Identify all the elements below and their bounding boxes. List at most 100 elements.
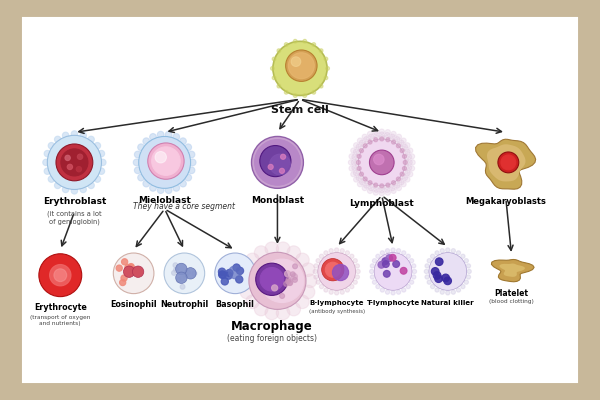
Ellipse shape <box>384 135 389 140</box>
Ellipse shape <box>403 175 407 180</box>
Ellipse shape <box>358 138 362 143</box>
Ellipse shape <box>254 140 300 185</box>
Ellipse shape <box>386 183 390 187</box>
Ellipse shape <box>395 136 400 142</box>
Ellipse shape <box>134 151 141 158</box>
Ellipse shape <box>402 169 407 174</box>
Ellipse shape <box>400 174 405 179</box>
Ellipse shape <box>440 290 445 294</box>
Ellipse shape <box>233 264 240 271</box>
Ellipse shape <box>457 288 461 292</box>
Ellipse shape <box>291 57 301 66</box>
Ellipse shape <box>319 49 323 52</box>
Text: (it contains a lot
of gemoglobin): (it contains a lot of gemoglobin) <box>47 210 102 225</box>
Ellipse shape <box>276 306 290 320</box>
Ellipse shape <box>155 152 166 163</box>
Ellipse shape <box>43 159 49 166</box>
Ellipse shape <box>48 142 55 149</box>
Polygon shape <box>499 264 525 277</box>
Text: Basophil: Basophil <box>216 300 254 309</box>
Ellipse shape <box>245 295 259 309</box>
Ellipse shape <box>384 184 389 190</box>
Text: Neutrophil: Neutrophil <box>160 300 209 309</box>
Ellipse shape <box>399 140 404 145</box>
Ellipse shape <box>365 139 371 144</box>
Ellipse shape <box>370 269 374 274</box>
Ellipse shape <box>357 166 361 170</box>
Ellipse shape <box>113 253 154 294</box>
Ellipse shape <box>272 57 276 61</box>
Ellipse shape <box>164 253 205 294</box>
Ellipse shape <box>374 183 378 187</box>
Ellipse shape <box>280 294 284 298</box>
Ellipse shape <box>391 131 396 136</box>
Ellipse shape <box>379 188 385 193</box>
Ellipse shape <box>429 252 467 290</box>
Ellipse shape <box>457 251 461 255</box>
Ellipse shape <box>128 264 134 271</box>
Ellipse shape <box>353 143 359 148</box>
Ellipse shape <box>367 188 373 194</box>
Ellipse shape <box>356 269 360 274</box>
Ellipse shape <box>71 188 77 194</box>
Ellipse shape <box>313 269 317 274</box>
Ellipse shape <box>407 160 412 165</box>
Ellipse shape <box>407 148 413 153</box>
Ellipse shape <box>236 267 244 274</box>
Ellipse shape <box>409 258 414 263</box>
Polygon shape <box>491 260 534 282</box>
Ellipse shape <box>405 177 410 182</box>
Ellipse shape <box>290 272 295 277</box>
Ellipse shape <box>312 90 316 94</box>
Ellipse shape <box>349 166 354 171</box>
Ellipse shape <box>128 268 134 275</box>
Ellipse shape <box>225 272 232 279</box>
Ellipse shape <box>359 180 365 185</box>
Ellipse shape <box>345 288 350 292</box>
Ellipse shape <box>467 269 472 274</box>
Ellipse shape <box>409 166 415 171</box>
Ellipse shape <box>391 140 395 144</box>
Text: Platelet: Platelet <box>494 289 529 298</box>
Ellipse shape <box>379 132 385 137</box>
Ellipse shape <box>188 151 195 158</box>
Ellipse shape <box>116 265 122 271</box>
Ellipse shape <box>180 284 185 289</box>
Ellipse shape <box>176 272 187 284</box>
Ellipse shape <box>133 159 140 166</box>
Ellipse shape <box>373 190 379 195</box>
Ellipse shape <box>379 135 385 140</box>
Ellipse shape <box>319 254 323 258</box>
Ellipse shape <box>461 254 465 258</box>
Ellipse shape <box>379 190 385 196</box>
Ellipse shape <box>292 278 298 282</box>
Text: Macrophage: Macrophage <box>231 320 313 333</box>
Ellipse shape <box>440 248 445 253</box>
Ellipse shape <box>356 144 361 150</box>
Ellipse shape <box>501 155 516 170</box>
Ellipse shape <box>389 137 394 142</box>
Ellipse shape <box>218 268 226 275</box>
Ellipse shape <box>293 94 297 98</box>
Ellipse shape <box>272 285 278 291</box>
Ellipse shape <box>55 182 61 189</box>
Ellipse shape <box>284 271 290 277</box>
Ellipse shape <box>430 254 435 258</box>
Ellipse shape <box>128 264 134 270</box>
Ellipse shape <box>345 251 350 255</box>
Polygon shape <box>487 144 526 182</box>
Ellipse shape <box>424 269 428 274</box>
Ellipse shape <box>273 41 327 96</box>
Ellipse shape <box>65 155 70 160</box>
Ellipse shape <box>319 84 323 88</box>
Ellipse shape <box>329 248 333 253</box>
Ellipse shape <box>498 152 519 173</box>
Ellipse shape <box>189 159 196 166</box>
Ellipse shape <box>358 139 405 186</box>
Ellipse shape <box>370 150 394 175</box>
Ellipse shape <box>318 252 356 290</box>
Ellipse shape <box>287 279 293 285</box>
Ellipse shape <box>291 274 298 280</box>
Ellipse shape <box>397 177 402 183</box>
Ellipse shape <box>397 144 400 148</box>
